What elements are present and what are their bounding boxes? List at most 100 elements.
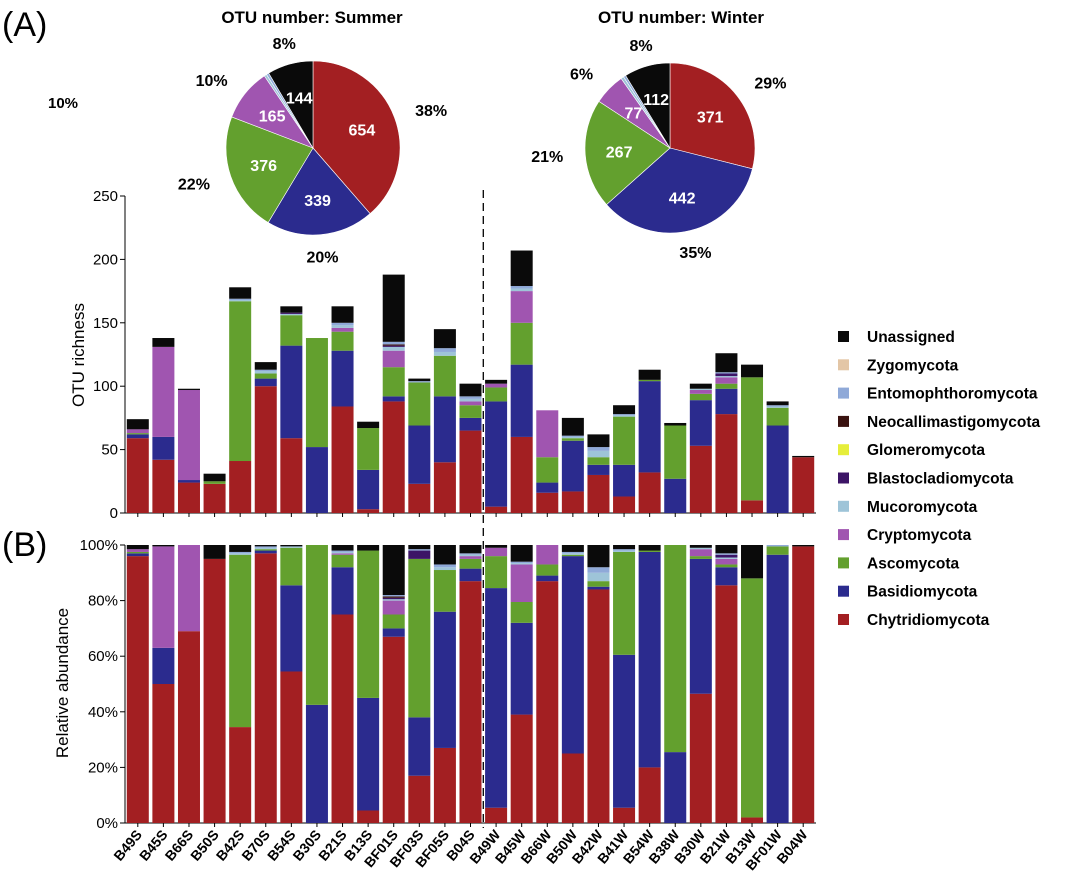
bar-segment-ascomycota: [305, 338, 328, 448]
bar-segment-basidiomycota: [613, 464, 636, 497]
bar-segment-unassigned: [587, 434, 610, 448]
legend-swatch-entomophthoromycota: [838, 387, 849, 399]
legend-swatch-ascomycota: [838, 557, 849, 569]
bar-segment-entomophthoromycota: [254, 369, 277, 371]
bar-segment-ascomycota: [254, 373, 277, 379]
pie-slice-ascomycota: [225, 116, 314, 223]
bar-segment-mucoromycota: [613, 550, 636, 552]
y-tick-label: 150: [93, 315, 118, 332]
bar-segment-blastocladiomycota: [280, 312, 303, 314]
bar-segment-chytridiomycota: [408, 483, 431, 513]
bar-segment-basidiomycota: [459, 417, 482, 431]
legend-label-cryptomycota: Cryptomycota: [867, 527, 972, 544]
bar-segment-unassigned: [689, 383, 712, 389]
bar-segment-entomophthoromycota: [331, 550, 354, 552]
bar-segment-basidiomycota: [126, 434, 149, 439]
bar-segment-chytridiomycota: [152, 459, 175, 513]
bar-segment-chytridiomycota: [382, 401, 405, 513]
bar-segment-ascomycota: [459, 405, 482, 418]
bar-segment-chytridiomycota: [536, 492, 559, 513]
bar-segment-entomophthoromycota: [433, 564, 456, 568]
bar-segment-cryptomycota: [152, 546, 175, 648]
bar-segment-ascomycota: [689, 393, 712, 401]
bar-segment-ascomycota: [587, 457, 610, 465]
bar-segment-basidiomycota: [177, 480, 200, 483]
bar-segment-basidiomycota: [664, 478, 687, 513]
x-tick-label: B54S: [264, 827, 299, 864]
bar-segment-cryptomycota: [152, 346, 175, 437]
bar-segment-ascomycota: [638, 379, 661, 382]
bar-segment-mucoromycota: [254, 370, 277, 374]
bar-segment-basidiomycota: [382, 396, 405, 402]
y-tick-label: 60%: [88, 648, 118, 665]
bar-segment-entomophthoromycota: [613, 549, 636, 551]
legend-label-entomophthoromycota: Entomophthoromycota: [867, 386, 1038, 403]
pie-slice-chytridiomycota: [312, 60, 401, 215]
pie-value-label: 376: [250, 158, 277, 175]
bar-segment-entomophthoromycota: [459, 396, 482, 399]
bar-segment-chytridiomycota: [331, 614, 354, 823]
bar-segment-cryptomycota: [715, 558, 738, 565]
bar-segment-cryptomycota: [510, 291, 533, 323]
bar-segment-unassigned: [715, 545, 738, 554]
bar-segment-ascomycota: [485, 556, 508, 589]
bar-segment-chytridiomycota: [177, 482, 200, 513]
y-tick-label: 50: [101, 442, 118, 459]
bar-segment-basidiomycota: [766, 425, 789, 513]
bar-segment-basidiomycota: [613, 654, 636, 808]
bar-segment-basidiomycota: [536, 575, 559, 582]
bar-segment-chytridiomycota: [203, 558, 226, 823]
bar-segment-chytridiomycota: [485, 506, 508, 513]
legend-swatch-basidiomycota: [838, 585, 849, 597]
bar-segment-unassigned: [485, 545, 508, 548]
bar-segment-unassigned: [664, 422, 687, 426]
bar-segment-ascomycota: [331, 331, 354, 351]
bar-segment-basidiomycota: [126, 553, 149, 557]
bar-segment-unassigned: [203, 545, 226, 559]
bar-segment-basidiomycota: [152, 647, 175, 684]
bar-segment-chytridiomycota: [382, 636, 405, 823]
bar-segment-cryptomycota: [536, 545, 559, 565]
bar-segment-unassigned: [638, 369, 661, 380]
y-axis-title-relative-abundance: Relative abundance: [53, 608, 72, 758]
bar-segment-unassigned: [638, 545, 661, 551]
bar-segment-ascomycota: [741, 377, 764, 501]
legend-swatch-blastocladiomycota: [838, 472, 849, 484]
bar-segment-entomophthoromycota: [613, 414, 636, 416]
panel-label-b: (B): [2, 526, 47, 564]
pie-percent-label: 10%: [196, 73, 228, 90]
bar-segment-basidiomycota: [459, 568, 482, 582]
bar-segment-mucoromycota: [587, 450, 610, 458]
bar-segment-ascomycota: [715, 564, 738, 568]
bar-segment-basidiomycota: [280, 345, 303, 439]
legend-label-blastocladiomycota: Blastocladiomycota: [867, 471, 1014, 488]
legend: Unassigned Zygomycota Entomophthoromycota N…: [838, 329, 1041, 629]
y-tick-label: 80%: [88, 593, 118, 610]
bar-segment-entomophthoromycota: [561, 435, 584, 437]
bar-segment-cryptomycota: [331, 327, 354, 332]
bar-segment-unassigned: [357, 421, 380, 429]
bar-segment-mucoromycota: [715, 376, 738, 378]
pie-percent-label: 8%: [273, 36, 296, 53]
bar-segment-mucoromycota: [331, 551, 354, 554]
y-tick-label: 100: [93, 378, 118, 395]
bar-segment-cryptomycota: [510, 564, 533, 602]
bar-segment-chytridiomycota: [715, 585, 738, 823]
bar-segment-cryptomycota: [459, 401, 482, 406]
bar-segment-ascomycota: [433, 570, 456, 612]
bar-segment-unassigned: [792, 455, 815, 458]
bar-segment-entomophthoromycota: [766, 405, 789, 407]
bar-segment-entomophthoromycota: [715, 553, 738, 555]
bar-segment-chytridiomycota: [741, 500, 764, 513]
pie-chart-winter: OTU number: Winter 371 29% 442 35% 267 21% 77 6…: [531, 8, 786, 262]
pie-value-label: 654: [349, 123, 376, 140]
bar-segment-unassigned: [357, 545, 380, 551]
bar-segment-mucoromycota: [689, 388, 712, 391]
bar-segment-basidiomycota: [331, 350, 354, 407]
bar-segment-unassigned: [126, 419, 149, 430]
y-tick-label: 250: [93, 188, 118, 205]
bar-segment-chytridiomycota: [408, 775, 431, 823]
bar-segment-ascomycota: [613, 416, 636, 465]
bar-segment-ascomycota: [280, 315, 303, 346]
bar-segment-mucoromycota: [254, 547, 277, 550]
